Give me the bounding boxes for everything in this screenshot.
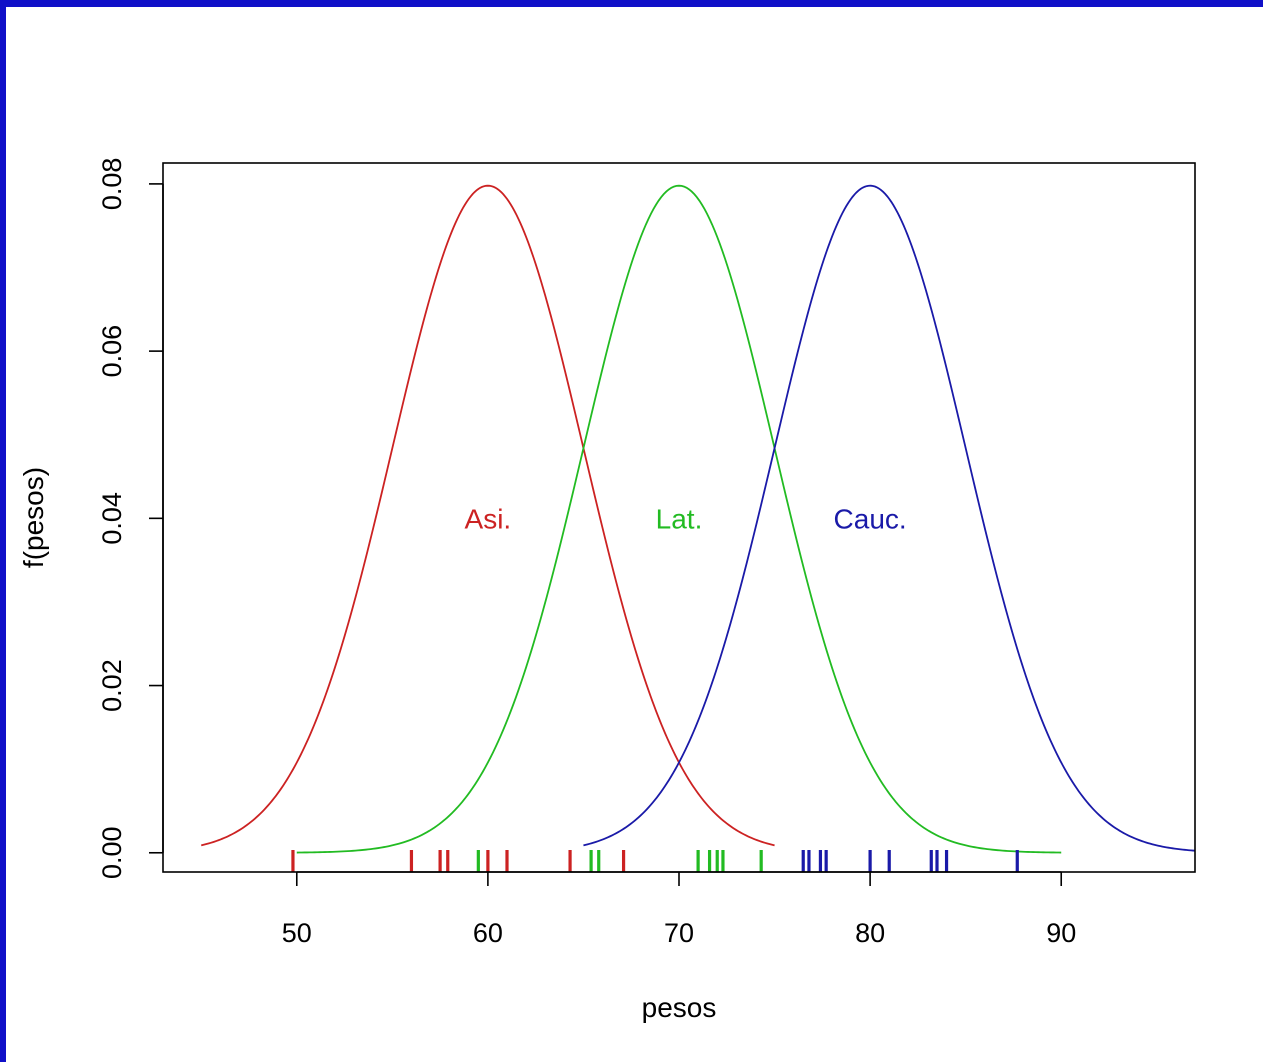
x-tick-label: 70 bbox=[664, 918, 694, 948]
curve-labels: Asi. Lat. Cauc. bbox=[465, 503, 907, 534]
x-tick-label: 90 bbox=[1046, 918, 1076, 948]
y-tick-label: 0.02 bbox=[97, 659, 127, 712]
x-axis: 50 60 70 80 90 bbox=[282, 871, 1076, 948]
curve-cauc bbox=[583, 184, 1196, 852]
x-tick-label: 60 bbox=[473, 918, 503, 948]
y-tick-label: 0.06 bbox=[97, 325, 127, 378]
y-tick-label: 0.00 bbox=[97, 826, 127, 879]
y-axis-label: f(pesos) bbox=[18, 467, 49, 568]
x-axis-label: pesos bbox=[642, 992, 717, 1023]
y-tick-label: 0.08 bbox=[97, 158, 127, 211]
y-axis: 0.00 0.02 0.04 0.06 0.08 bbox=[97, 158, 164, 879]
curve-lat bbox=[296, 184, 1062, 854]
x-tick-label: 50 bbox=[282, 918, 312, 948]
x-tick-label: 80 bbox=[855, 918, 885, 948]
curve-label-asi: Asi. bbox=[465, 503, 512, 534]
y-tick-label: 0.04 bbox=[97, 492, 127, 545]
rug-marks bbox=[291, 850, 1019, 872]
density-curves bbox=[201, 184, 1196, 854]
curve-label-lat: Lat. bbox=[656, 503, 703, 534]
curve-label-cauc: Cauc. bbox=[834, 503, 907, 534]
